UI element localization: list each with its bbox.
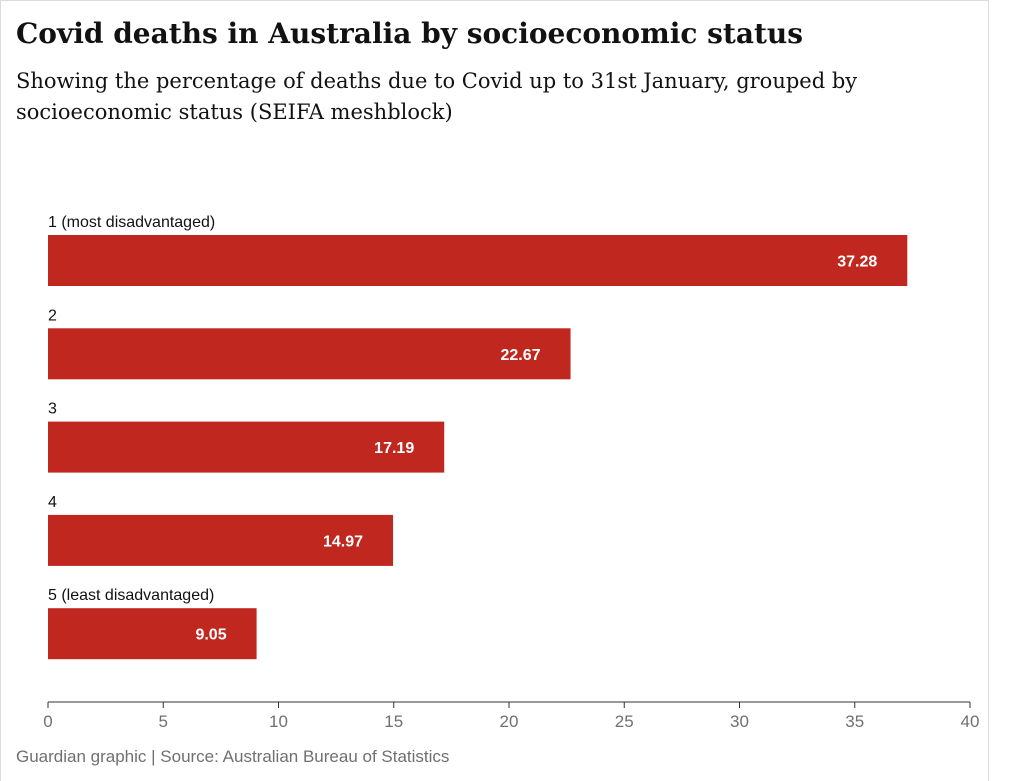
- x-tick-label: 0: [43, 712, 52, 731]
- bar-value-label: 22.67: [500, 347, 540, 364]
- x-tick-label: 10: [269, 712, 288, 731]
- x-tick-label: 40: [961, 712, 980, 731]
- bar-value-label: 17.19: [374, 440, 414, 457]
- top-divider: [0, 0, 988, 1]
- bar-value-label: 37.28: [837, 254, 877, 271]
- category-label: 2: [48, 307, 57, 324]
- bar: [48, 235, 908, 286]
- x-tick-label: 5: [159, 712, 168, 731]
- x-tick-label: 35: [845, 712, 864, 731]
- source-note: Guardian graphic | Source: Australian Bu…: [16, 747, 450, 766]
- bar-value-label: 14.97: [323, 533, 363, 550]
- bar: [48, 421, 445, 473]
- x-tick-label: 25: [615, 712, 634, 731]
- category-label: 4: [48, 494, 57, 511]
- category-label: 1 (most disadvantaged): [48, 214, 215, 231]
- x-tick-label: 20: [500, 712, 519, 731]
- left-border: [0, 0, 1, 781]
- chart-subtitle: Showing the percentage of deaths due to …: [16, 69, 858, 124]
- bar-value-label: 9.05: [195, 627, 226, 644]
- category-label: 5 (least disadvantaged): [48, 587, 214, 604]
- bar: [48, 328, 571, 380]
- x-tick-label: 30: [730, 712, 749, 731]
- chart-title: Covid deaths in Australia by socioeconom…: [16, 17, 804, 50]
- bar: [48, 514, 394, 566]
- bar: [48, 608, 257, 660]
- category-label: 3: [48, 401, 57, 418]
- right-border: [988, 0, 989, 781]
- x-tick-label: 15: [384, 712, 403, 731]
